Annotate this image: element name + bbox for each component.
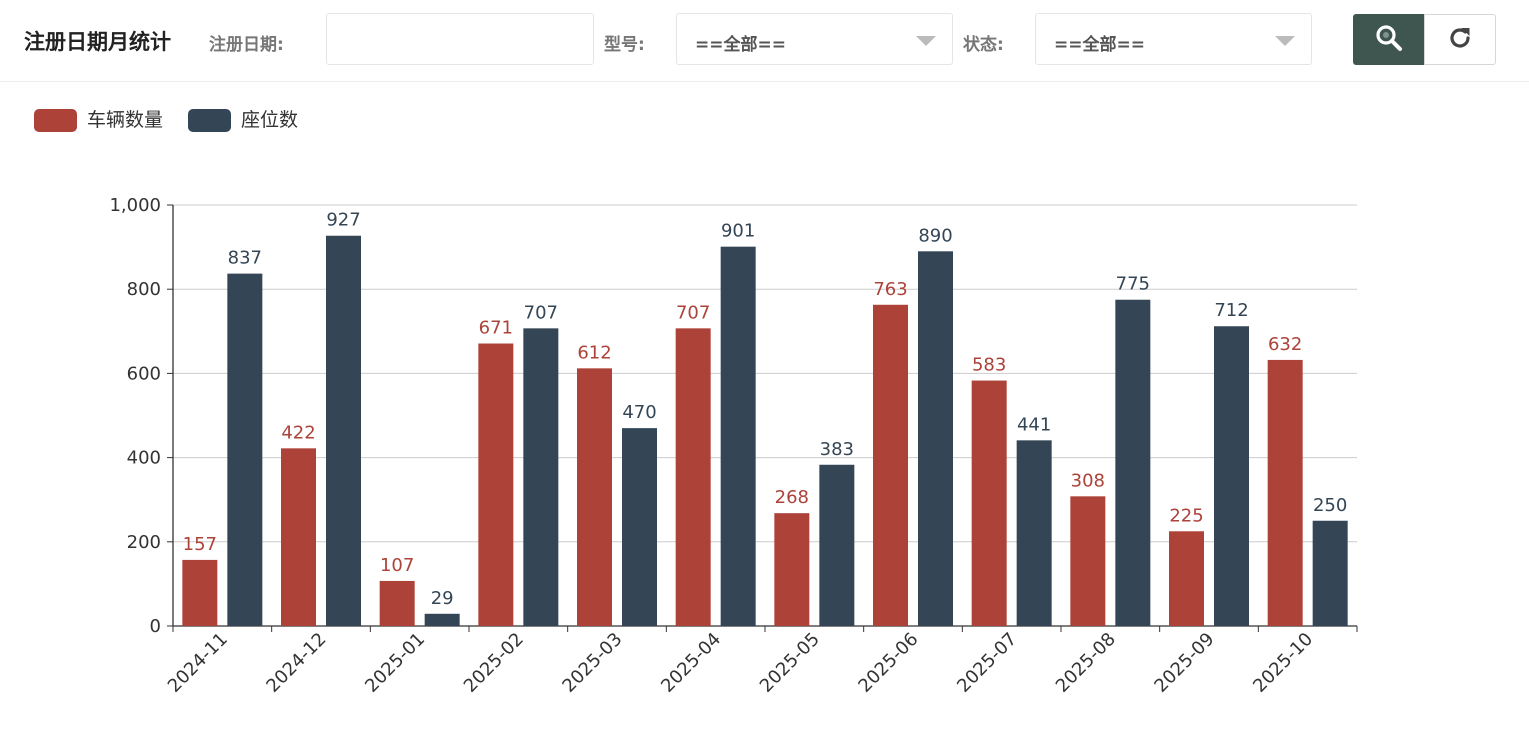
x-tick-label: 2025-06 bbox=[854, 629, 922, 697]
x-tick-label: 2025-09 bbox=[1150, 629, 1218, 697]
value-label-vehicles-2025-03: 612 bbox=[577, 342, 611, 363]
filter-toolbar: 注册日期月统计 注册日期: 型号: ==全部== 状态: ==全部== bbox=[0, 0, 1529, 82]
legend-swatch-seats bbox=[188, 109, 231, 132]
bar-seats-2025-03 bbox=[622, 428, 657, 626]
bar-seats-2025-08 bbox=[1115, 299, 1151, 626]
x-tick-label: 2025-04 bbox=[657, 629, 725, 697]
value-label-seats-2025-02: 707 bbox=[524, 302, 558, 323]
bar-vehicles-2025-09 bbox=[1169, 531, 1204, 626]
x-tick-label: 2024-12 bbox=[262, 629, 330, 697]
legend-label-seats: 座位数 bbox=[241, 109, 299, 131]
bar-vehicles-2024-11 bbox=[182, 559, 218, 626]
x-tick-label: 2025-07 bbox=[953, 629, 1021, 697]
bar-seats-2025-06 bbox=[918, 251, 953, 626]
search-icon bbox=[1375, 24, 1403, 56]
value-label-vehicles-2025-04: 707 bbox=[676, 302, 710, 323]
bar-vehicles-2025-05 bbox=[774, 513, 810, 626]
bar-seats-2025-01 bbox=[424, 613, 460, 626]
registration-date-input[interactable] bbox=[326, 13, 594, 65]
y-tick-label: 1,000 bbox=[109, 195, 161, 216]
bar-seats-2025-04 bbox=[720, 246, 756, 626]
bar-vehicles-2025-03 bbox=[577, 368, 612, 626]
value-label-vehicles-2025-08: 308 bbox=[1071, 470, 1105, 491]
bar-seats-2024-11 bbox=[227, 273, 263, 626]
model-select[interactable]: ==全部== bbox=[676, 13, 953, 65]
value-label-seats-2025-06: 890 bbox=[918, 225, 952, 246]
legend-swatch-vehicles bbox=[34, 109, 77, 132]
y-tick-label: 800 bbox=[127, 279, 161, 300]
value-label-seats-2025-09: 712 bbox=[1214, 300, 1248, 321]
value-label-seats-2025-04: 901 bbox=[721, 221, 755, 242]
value-label-vehicles-2025-09: 225 bbox=[1169, 505, 1203, 526]
value-label-vehicles-2025-02: 671 bbox=[479, 318, 513, 339]
registration-date-label: 注册日期: bbox=[209, 35, 284, 55]
value-label-vehicles-2024-12: 422 bbox=[281, 422, 315, 443]
chevron-down-icon bbox=[916, 36, 936, 46]
bar-vehicles-2025-08 bbox=[1070, 496, 1106, 626]
value-label-seats-2024-11: 837 bbox=[228, 248, 262, 269]
bar-vehicles-2024-12 bbox=[281, 448, 316, 626]
bar-vehicles-2025-06 bbox=[873, 304, 908, 626]
x-tick-label: 2025-10 bbox=[1249, 629, 1317, 697]
x-tick-label: 2025-05 bbox=[756, 629, 824, 697]
y-tick-label: 200 bbox=[127, 532, 161, 553]
value-label-seats-2025-01: 29 bbox=[431, 588, 454, 609]
model-label: 型号: bbox=[604, 35, 645, 55]
value-label-seats-2024-12: 927 bbox=[326, 210, 360, 231]
value-label-vehicles-2025-01: 107 bbox=[380, 555, 414, 576]
bar-seats-2025-10 bbox=[1312, 520, 1348, 626]
x-tick-label: 2025-02 bbox=[460, 629, 528, 697]
bar-vehicles-2025-04 bbox=[675, 328, 711, 626]
x-tick-label: 2025-01 bbox=[361, 629, 429, 697]
y-tick-label: 600 bbox=[127, 363, 161, 384]
model-select-value: ==全部== bbox=[695, 35, 786, 55]
bar-seats-2025-07 bbox=[1016, 440, 1052, 626]
bar-vehicles-2025-01 bbox=[379, 580, 415, 626]
value-label-vehicles-2025-10: 632 bbox=[1268, 334, 1302, 355]
legend-label-vehicles: 车辆数量 bbox=[87, 109, 164, 131]
x-tick-label: 2025-08 bbox=[1052, 629, 1120, 697]
bar-chart: 0 200 400 600 800 1,000 157 837 2024-11 422 927 202… bbox=[109, 195, 1358, 697]
value-label-vehicles-2025-06: 763 bbox=[873, 279, 907, 300]
x-tick-label: 2025-03 bbox=[558, 629, 626, 697]
bar-vehicles-2025-10 bbox=[1267, 359, 1303, 626]
bar-seats-2024-12 bbox=[326, 235, 361, 626]
status-label: 状态: bbox=[963, 35, 1004, 55]
value-label-seats-2025-05: 383 bbox=[820, 439, 854, 460]
bar-seats-2025-05 bbox=[819, 464, 855, 626]
y-tick-label: 400 bbox=[127, 448, 161, 469]
x-tick-label: 2024-11 bbox=[164, 629, 232, 697]
value-label-seats-2025-03: 470 bbox=[622, 402, 656, 423]
bar-seats-2025-02 bbox=[523, 328, 559, 626]
y-tick-label: 0 bbox=[150, 616, 161, 637]
status-select-value: ==全部== bbox=[1054, 35, 1145, 55]
bar-vehicles-2025-07 bbox=[971, 380, 1007, 626]
value-label-vehicles-2025-07: 583 bbox=[972, 355, 1006, 376]
bar-seats-2025-09 bbox=[1214, 326, 1249, 626]
refresh-button[interactable] bbox=[1424, 14, 1496, 65]
refresh-icon bbox=[1446, 24, 1474, 56]
page-title: 注册日期月统计 bbox=[24, 30, 171, 54]
search-button[interactable] bbox=[1353, 14, 1425, 65]
value-label-vehicles-2025-05: 268 bbox=[775, 487, 809, 508]
chevron-down-icon bbox=[1275, 36, 1295, 46]
status-select[interactable]: ==全部== bbox=[1035, 13, 1312, 65]
bar-vehicles-2025-02 bbox=[478, 343, 514, 626]
value-label-seats-2025-10: 250 bbox=[1313, 495, 1347, 516]
value-label-seats-2025-08: 775 bbox=[1116, 274, 1150, 295]
value-label-vehicles-2024-11: 157 bbox=[183, 534, 217, 555]
value-label-seats-2025-07: 441 bbox=[1017, 414, 1051, 435]
